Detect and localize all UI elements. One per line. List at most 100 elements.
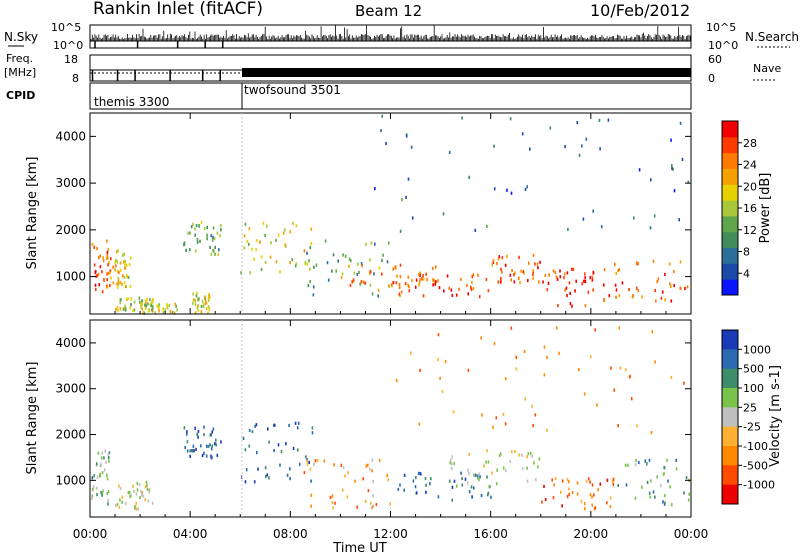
scatter-cell [619, 366, 622, 370]
scatter-cell [277, 233, 280, 237]
scatter-cell [192, 222, 194, 226]
scatter-cell [198, 224, 200, 228]
scatter-cell [144, 299, 147, 303]
cpid-panel: CPID themis 3300 twofsound 3501 [6, 82, 692, 110]
scatter-cell [380, 129, 382, 133]
scatter-cell [418, 272, 420, 276]
velocity-axes: 1000 2000 3000 4000 [55, 320, 692, 517]
scatter-cell [254, 424, 256, 428]
scatter-cell [140, 302, 142, 306]
scatter-cell [403, 488, 405, 492]
scatter-cell [491, 263, 494, 267]
scatter-cell [519, 280, 521, 285]
power-axes: 1000 2000 3000 4000 [55, 113, 692, 314]
scatter-cell [496, 261, 498, 266]
scatter-cell [347, 471, 349, 475]
scatter-cell [279, 270, 281, 274]
scatter-cell [660, 296, 663, 300]
scatter-cell [116, 502, 119, 506]
scatter-cell [284, 228, 286, 232]
scatter-cell [192, 298, 195, 302]
scatter-cell [371, 505, 373, 509]
scatter-cell [123, 252, 125, 256]
scatter-cell [590, 355, 592, 359]
scatter-cell [106, 473, 108, 477]
scatter-cell [657, 277, 660, 281]
velocity-colorbar-label: Velocity [m s-1] [768, 365, 783, 467]
scatter-cell [123, 281, 126, 285]
scatter-cell [468, 471, 470, 475]
scatter-cell [292, 221, 294, 225]
power-heatmap [91, 114, 690, 316]
scatter-cell [419, 368, 421, 372]
scatter-cell [671, 166, 673, 170]
scatter-cell [124, 266, 127, 270]
scatter-cell [91, 242, 94, 247]
scatter-cell [448, 150, 451, 154]
scatter-cell [362, 280, 365, 284]
scatter-cell [399, 275, 402, 279]
scatter-cell [625, 483, 628, 487]
scatter-cell [543, 484, 545, 489]
scatter-cell [132, 484, 134, 488]
scatter-cell [575, 279, 577, 283]
scatter-cell [453, 461, 455, 466]
scatter-cell [140, 490, 142, 494]
scatter-cell [449, 458, 452, 462]
scatter-cell [190, 225, 193, 229]
scatter-cell [468, 175, 470, 179]
scatter-cell [672, 167, 674, 171]
scatter-cell [560, 490, 562, 494]
scatter-cell [566, 477, 569, 482]
scatter-cell [107, 263, 109, 267]
y-tick-label: 3000 [55, 382, 86, 396]
scatter-cell [480, 336, 482, 340]
scatter-cell [132, 308, 135, 313]
scatter-cell [641, 485, 643, 489]
scatter-cell [449, 461, 451, 465]
scatter-cell [673, 189, 676, 193]
scatter-cell [670, 375, 673, 379]
scatter-cell [500, 267, 502, 271]
scatter-cell [520, 269, 522, 273]
scatter-cell [467, 292, 469, 296]
scatter-cell [124, 502, 127, 506]
scatter-cell [255, 423, 258, 427]
scatter-cell [564, 145, 566, 149]
scatter-cell [96, 274, 98, 278]
scatter-cell [437, 358, 439, 362]
scatter-cell [342, 488, 344, 492]
scatter-cell [470, 285, 472, 289]
scatter-cell [414, 285, 417, 289]
scatter-cell [189, 454, 191, 458]
x-tick-label: 00:00 [674, 527, 709, 541]
scatter-cell [288, 423, 290, 427]
scatter-cell [589, 275, 592, 280]
scatter-cell [289, 477, 291, 481]
freq-left-tick-bottom: 8 [72, 72, 79, 85]
colorbar-tick-label: 12 [743, 224, 757, 237]
scatter-cell [350, 259, 352, 263]
scatter-cell [373, 272, 375, 276]
scatter-cell [437, 495, 440, 499]
scatter-cell [97, 451, 100, 455]
scatter-cell [411, 216, 414, 220]
scatter-cell [364, 499, 367, 503]
scatter-cell [432, 278, 434, 282]
scatter-cell [418, 422, 421, 426]
scatter-cell [685, 476, 688, 480]
scatter-cell [248, 242, 250, 246]
scatter-cell [378, 458, 381, 462]
scatter-cell [115, 504, 117, 508]
beam-label: Beam 12 [355, 2, 422, 20]
scatter-cell [563, 276, 565, 280]
scatter-cell [168, 303, 171, 307]
scatter-cell [382, 253, 384, 257]
scatter-cell [683, 381, 685, 385]
scatter-cell [554, 270, 557, 275]
scatter-cell [108, 451, 111, 455]
scatter-cell [498, 454, 501, 458]
scatter-cell [95, 274, 98, 278]
x-tick-label: 04:00 [173, 527, 208, 541]
scatter-cell [641, 295, 643, 299]
